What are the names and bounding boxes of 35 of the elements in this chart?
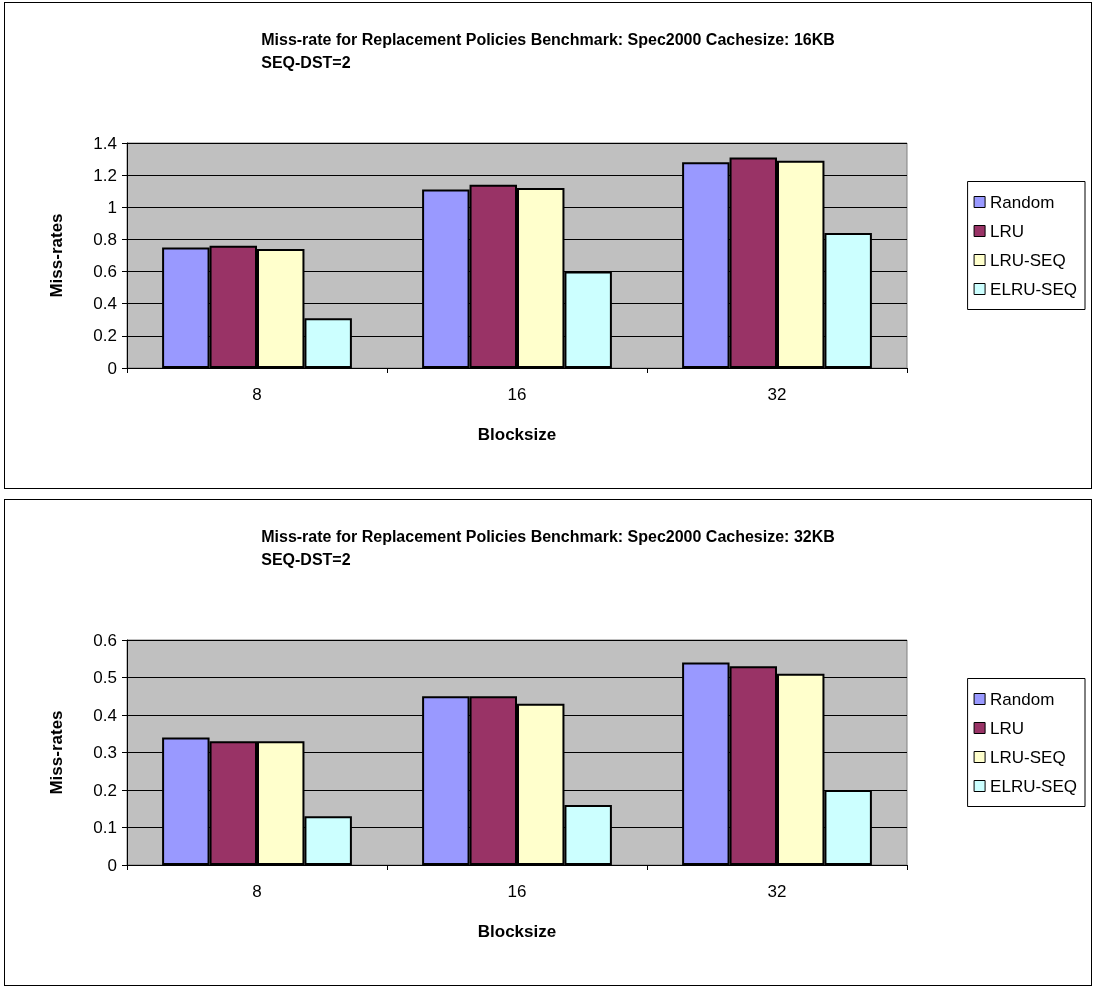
y-tick-label: 0.4 <box>93 294 117 314</box>
legend-label: Random <box>990 689 1055 709</box>
y-tick-label: 0.8 <box>93 229 117 249</box>
x-axis-title: Blocksize <box>477 922 557 941</box>
x-tick-label: 16 <box>507 385 527 404</box>
legend-label: LRU-SEQ <box>990 747 1066 767</box>
y-axis-title: Miss-rates <box>47 213 66 298</box>
y-tick-label: 0.5 <box>93 668 117 687</box>
y-tick-label: 0 <box>107 855 117 875</box>
y-tick-label: 0.4 <box>93 705 117 725</box>
x-tick-label: 32 <box>767 385 787 404</box>
legend-label: LRU <box>990 718 1025 738</box>
y-axis-title: Miss-rates <box>47 710 66 795</box>
y-tick-label: 1.2 <box>93 165 117 185</box>
legend-label: ELRU-SEQ <box>990 279 1078 299</box>
y-tick-label: 0.6 <box>93 630 117 650</box>
x-axis-title: Blocksize <box>477 425 557 444</box>
y-tick-label: 0.1 <box>93 818 117 837</box>
y-tick-label: 0.2 <box>93 326 117 346</box>
x-tick-label: 16 <box>507 882 527 901</box>
legend-label: Random <box>990 192 1055 212</box>
y-tick-label: 0.3 <box>93 743 117 762</box>
legend-label: ELRU-SEQ <box>990 776 1078 796</box>
legend-label: LRU <box>990 221 1025 241</box>
y-tick-label: 0.2 <box>93 780 117 800</box>
y-tick-label: 0 <box>107 358 117 378</box>
x-tick-label: 8 <box>252 882 262 901</box>
y-tick-label: 0.6 <box>93 262 117 282</box>
x-tick-label: 32 <box>767 882 787 901</box>
legend-label: LRU-SEQ <box>990 250 1066 270</box>
x-tick-label: 8 <box>252 385 262 404</box>
chart-title: Miss-rate for Replacement Policies Benchmark: Spec2000 Cachesize: 32KB SEQ-DST=2 <box>261 528 835 568</box>
y-tick-label: 1 <box>107 197 117 217</box>
y-tick-label: 1.4 <box>93 133 117 153</box>
chart-title: Miss-rate for Replacement Policies Benchmark: Spec2000 Cachesize: 16KB SEQ-DST=2 <box>261 31 835 71</box>
